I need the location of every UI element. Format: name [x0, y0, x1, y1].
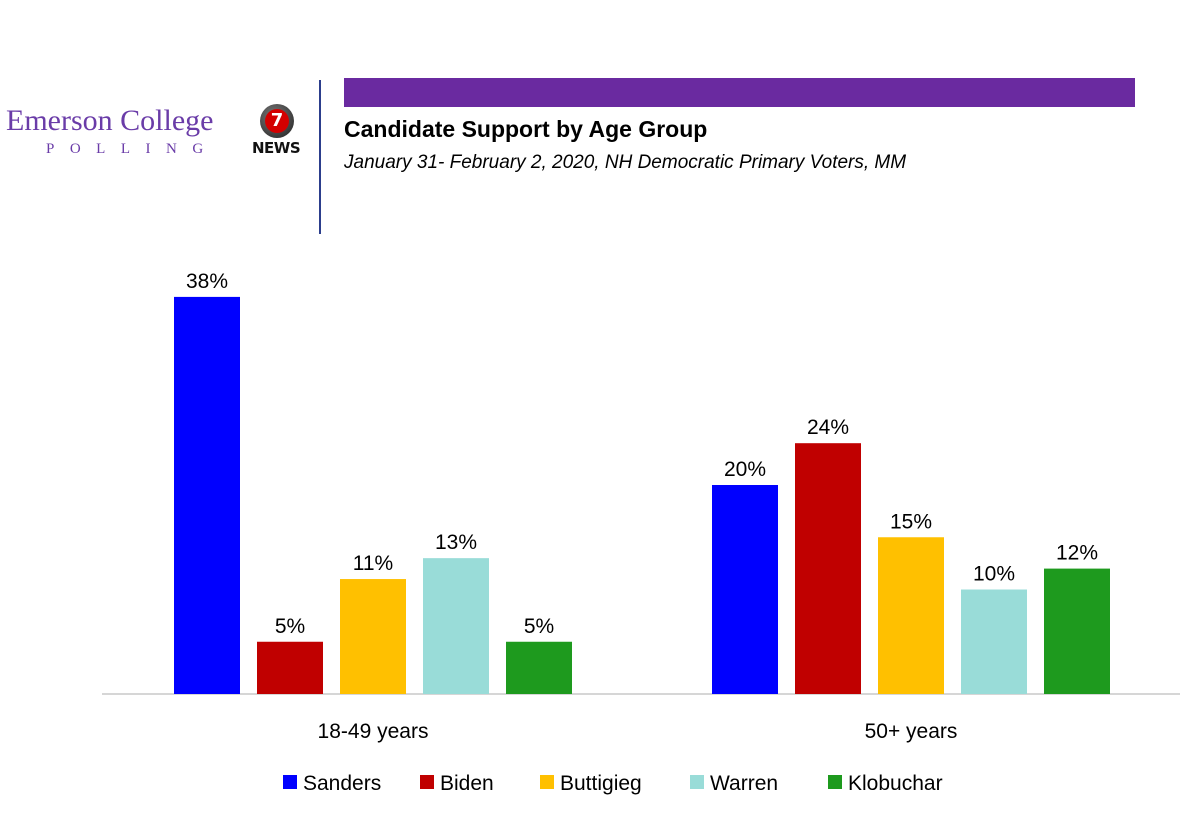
bar-biden-50-plus: [795, 443, 861, 694]
data-label-sanders-18-49: 38%: [186, 270, 228, 293]
data-label-klobuchar-18-49: 5%: [524, 615, 554, 638]
7news-logo-circle: 7: [260, 104, 294, 138]
data-label-buttigieg-18-49: 11%: [353, 552, 393, 575]
data-label-klobuchar-50-plus: 12%: [1056, 542, 1098, 565]
chart-title: Candidate Support by Age Group: [344, 116, 708, 142]
bar-sanders-18-49: [174, 296, 240, 694]
data-label-biden-18-49: 5%: [275, 615, 305, 638]
bar-buttigieg-18-49: [340, 579, 406, 694]
legend-label-sanders: Sanders: [303, 772, 381, 795]
data-label-buttigieg-50-plus: 15%: [890, 510, 932, 533]
legend-swatch-sanders: [283, 775, 297, 789]
emerson-logo-name: Emerson College: [6, 104, 214, 137]
legend-swatch-klobuchar: [828, 775, 842, 789]
x-tick-label-18-49: 18-49 years: [318, 720, 429, 743]
7news-logo: 7 NEWS: [250, 104, 308, 160]
legend-label-biden: Biden: [440, 772, 494, 795]
data-label-warren-18-49: 13%: [435, 531, 477, 554]
bar-klobuchar-18-49: [506, 641, 572, 694]
bar-biden-18-49: [257, 641, 323, 694]
legend-swatch-warren: [690, 775, 704, 789]
data-label-sanders-50-plus: 20%: [724, 458, 766, 481]
legend-swatch-buttigieg: [540, 775, 554, 789]
legend-label-klobuchar: Klobuchar: [848, 772, 943, 795]
data-label-biden-50-plus: 24%: [807, 416, 849, 439]
emerson-logo-polling: POLLING: [46, 141, 219, 157]
emerson-college-polling-logo: Emerson College POLLING: [6, 104, 242, 158]
chart-subtitle: January 31- February 2, 2020, NH Democra…: [344, 152, 907, 173]
7news-logo-numeral: 7: [265, 109, 289, 133]
legend-swatch-biden: [420, 775, 434, 789]
header-divider: [319, 80, 321, 234]
legend-label-buttigieg: Buttigieg: [560, 772, 642, 795]
bar-warren-18-49: [423, 558, 489, 694]
bar-klobuchar-50-plus: [1044, 568, 1110, 694]
7news-logo-label: NEWS: [252, 139, 301, 157]
bar-buttigieg-50-plus: [878, 537, 944, 694]
data-label-warren-50-plus: 10%: [973, 563, 1015, 586]
bar-warren-50-plus: [961, 589, 1027, 694]
bar-sanders-50-plus: [712, 485, 778, 694]
legend-label-warren: Warren: [710, 772, 778, 795]
x-tick-label-50-plus: 50+ years: [865, 720, 958, 743]
title-accent-bar: [344, 78, 1135, 107]
